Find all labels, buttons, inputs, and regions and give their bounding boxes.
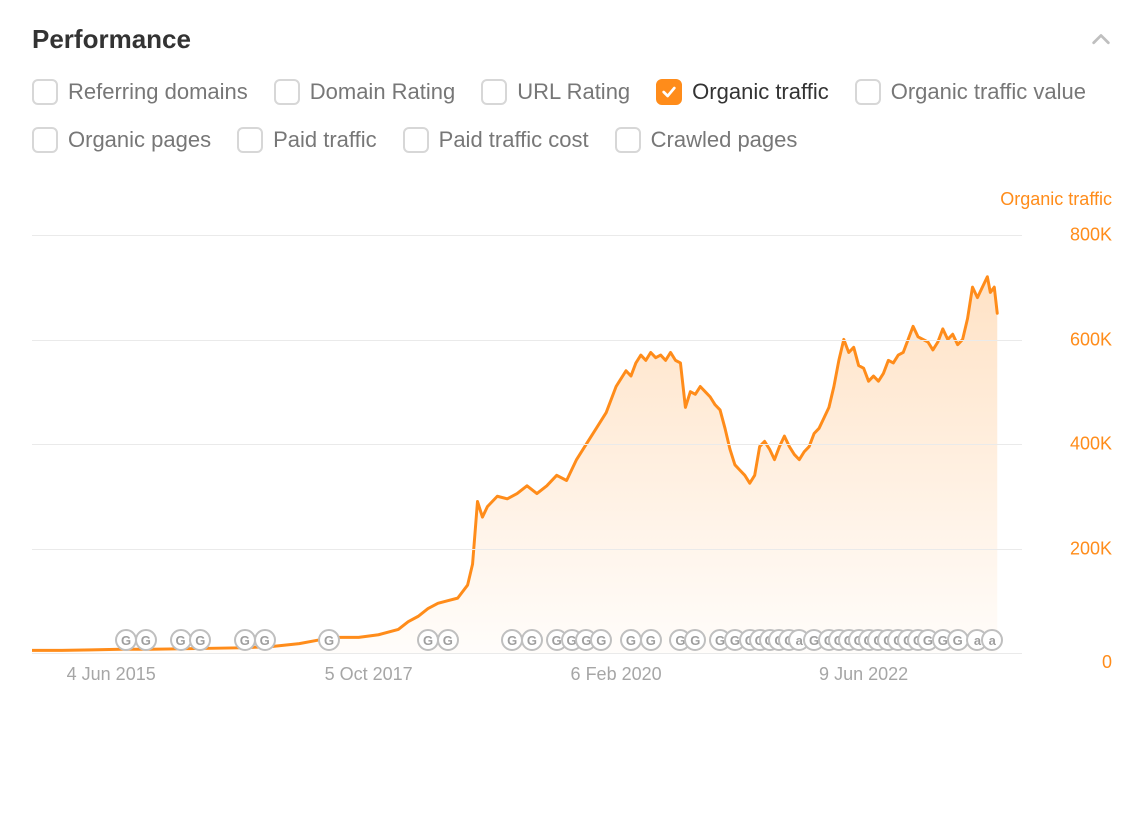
- performance-chart: Organic traffic GGGGGGGGGGGGGGGGGGGGGGGG…: [32, 189, 1112, 688]
- checkbox-icon: [403, 127, 429, 153]
- filter-label: Domain Rating: [310, 79, 456, 105]
- filter-label: Organic pages: [68, 127, 211, 153]
- filter-organic-pages[interactable]: Organic pages: [32, 127, 211, 153]
- filter-url-rating[interactable]: URL Rating: [481, 79, 630, 105]
- y-tick: 0: [1090, 652, 1112, 673]
- chart-plot-area[interactable]: GGGGGGGGGGGGGGGGGGGGGGGGGGaGGGGGGGGGGGGG…: [32, 214, 1022, 654]
- filter-referring-domains[interactable]: Referring domains: [32, 79, 248, 105]
- x-tick: 4 Jun 2015: [67, 664, 156, 685]
- collapse-chevron-icon[interactable]: [1090, 29, 1112, 51]
- x-tick: 5 Oct 2017: [325, 664, 413, 685]
- filter-organic-traffic-value[interactable]: Organic traffic value: [855, 79, 1086, 105]
- checkbox-icon: [274, 79, 300, 105]
- filter-label: Crawled pages: [651, 127, 798, 153]
- y-tick: 400K: [1058, 434, 1112, 455]
- checkbox-icon: [656, 79, 682, 105]
- x-axis: 4 Jun 2015 5 Oct 2017 6 Feb 2020 9 Jun 2022: [32, 664, 1022, 688]
- checkbox-icon: [481, 79, 507, 105]
- filter-paid-traffic[interactable]: Paid traffic: [237, 127, 377, 153]
- filter-label: URL Rating: [517, 79, 630, 105]
- filter-label: Referring domains: [68, 79, 248, 105]
- filter-label: Paid traffic: [273, 127, 377, 153]
- filter-label: Paid traffic cost: [439, 127, 589, 153]
- checkbox-icon: [615, 127, 641, 153]
- x-tick: 9 Jun 2022: [819, 664, 908, 685]
- metric-filter-row: Referring domains Domain Rating URL Rating…: [32, 79, 1112, 153]
- filter-crawled-pages[interactable]: Crawled pages: [615, 127, 798, 153]
- filter-domain-rating[interactable]: Domain Rating: [274, 79, 456, 105]
- filter-label: Organic traffic: [692, 79, 829, 105]
- y-axis: 0200K400K600K800K: [1022, 214, 1112, 654]
- series-label: Organic traffic: [32, 189, 1112, 210]
- section-title: Performance: [32, 24, 191, 55]
- x-tick: 6 Feb 2020: [571, 664, 662, 685]
- y-tick: 600K: [1058, 329, 1112, 350]
- filter-label: Organic traffic value: [891, 79, 1086, 105]
- checkbox-icon: [855, 79, 881, 105]
- y-tick: 800K: [1058, 224, 1112, 245]
- filter-paid-traffic-cost[interactable]: Paid traffic cost: [403, 127, 589, 153]
- checkbox-icon: [237, 127, 263, 153]
- checkbox-icon: [32, 127, 58, 153]
- checkbox-icon: [32, 79, 58, 105]
- filter-organic-traffic[interactable]: Organic traffic: [656, 79, 829, 105]
- y-tick: 200K: [1058, 539, 1112, 560]
